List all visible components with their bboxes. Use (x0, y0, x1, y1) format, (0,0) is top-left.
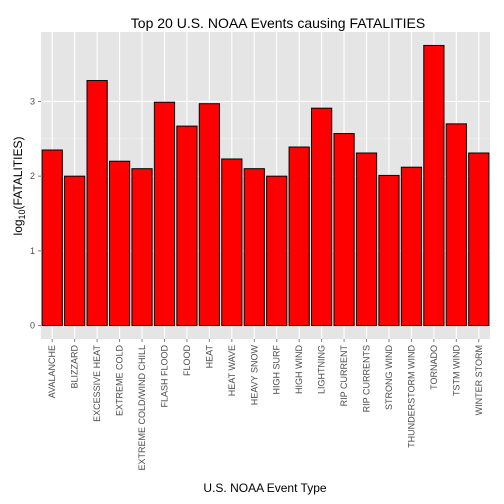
bars (41, 44, 490, 327)
y-axis-label-subscript: 10 (17, 209, 27, 219)
y-axis-label-rest: (FATALITIES) (11, 137, 25, 210)
bar (355, 152, 378, 327)
x-tick-label: HEAT (204, 345, 214, 369)
bar (423, 44, 445, 327)
y-axis-ticks: 0 1 2 3 (30, 96, 41, 331)
x-tick-label: RIP CURRENT (339, 345, 349, 407)
x-tick-label: HEAT WAVE (227, 345, 237, 396)
x-tick-label: STRONG WIND (384, 345, 394, 410)
x-tick-label: HEAVY SNOW (249, 345, 259, 406)
bar (288, 146, 310, 327)
y-tick-label: 1 (30, 246, 35, 256)
chart-title: Top 20 U.S. NOAA Events causing FATALITI… (131, 15, 425, 31)
x-tick-label: EXTREME COLD/WIND CHILL (137, 345, 147, 471)
bar (86, 80, 108, 327)
x-tick-label: HIGH WIND (294, 345, 304, 394)
bar (468, 152, 490, 327)
y-tick-label: 3 (30, 96, 35, 106)
x-tick-label: TSTM WIND (451, 345, 461, 396)
bar (41, 149, 63, 327)
y-tick-label: 0 (30, 321, 35, 331)
y-axis-label-main: log (11, 219, 25, 235)
bar (266, 175, 288, 327)
x-tick-label: THUNDERSTORM WIND (406, 345, 416, 448)
bar (153, 101, 176, 327)
bar (311, 107, 333, 327)
bar (333, 133, 355, 327)
bar (378, 174, 400, 327)
y-axis-label: log10(FATALITIES) (11, 137, 27, 236)
x-axis-ticks: AVALANCHE BLIZZARD EXCESSIVE HEAT EXTREME C… (47, 339, 484, 471)
bar (221, 158, 243, 327)
x-tick-label: FLASH FLOOD (159, 345, 169, 408)
x-tick-label: HIGH SURF (272, 344, 282, 394)
x-tick-label: AVALANCHE (47, 345, 57, 398)
y-tick-label: 2 (30, 171, 35, 181)
x-tick-label: FLOOD (182, 345, 192, 377)
x-tick-label: BLIZZARD (70, 345, 80, 389)
bar (176, 125, 198, 327)
bar (64, 175, 86, 327)
bar (108, 160, 131, 327)
bar (400, 166, 423, 327)
x-tick-label: TORNADO (429, 345, 439, 390)
x-tick-label: RIP CURRENTS (362, 345, 372, 412)
plot-panel (41, 32, 490, 339)
bar (243, 168, 265, 327)
x-tick-label: EXCESSIVE HEAT (92, 345, 102, 422)
x-tick-label: EXTREME COLD (115, 345, 125, 417)
x-tick-label: LIGHTNING (317, 345, 327, 394)
bar (131, 168, 153, 327)
x-axis-label: U.S. NOAA Event Type (203, 481, 326, 495)
x-tick-label: WINTER STORM (474, 345, 484, 415)
bar (445, 123, 467, 327)
bar (198, 103, 220, 327)
